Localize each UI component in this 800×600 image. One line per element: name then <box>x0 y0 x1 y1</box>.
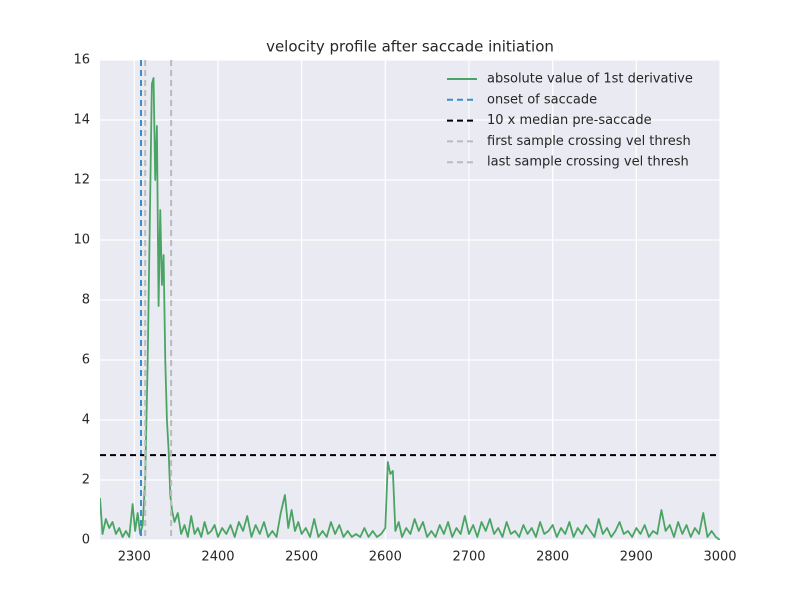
data-line <box>100 77 720 540</box>
legend-label: last sample crossing vel thresh <box>487 155 689 170</box>
legend-label: absolute value of 1st derivative <box>487 72 693 87</box>
legend-label: first sample crossing vel thresh <box>487 134 691 149</box>
x-tick-label: 2900 <box>620 550 653 565</box>
y-tick-label: 4 <box>82 413 90 428</box>
x-tick-label: 2300 <box>118 550 151 565</box>
x-tick-label: 2600 <box>369 550 402 565</box>
chart-title: velocity profile after saccade initiatio… <box>266 38 554 56</box>
y-tick-label: 16 <box>73 53 90 68</box>
x-tick-label: 2700 <box>452 550 485 565</box>
x-tick-label: 3000 <box>703 550 736 565</box>
legend-label: onset of saccade <box>487 92 597 107</box>
y-tick-label: 6 <box>82 353 90 368</box>
x-tick-label: 2400 <box>201 550 234 565</box>
x-tick-label: 2500 <box>285 550 318 565</box>
x-tick-label: 2800 <box>536 550 569 565</box>
y-tick-label: 2 <box>82 473 90 488</box>
y-tick-label: 10 <box>73 233 90 248</box>
y-tick-label: 14 <box>73 113 90 128</box>
legend-label: 10 x median pre-saccade <box>487 113 652 128</box>
y-tick-label: 8 <box>82 293 90 308</box>
y-tick-label: 0 <box>82 533 90 548</box>
plot-content <box>100 60 720 540</box>
y-tick-label: 12 <box>73 173 90 188</box>
